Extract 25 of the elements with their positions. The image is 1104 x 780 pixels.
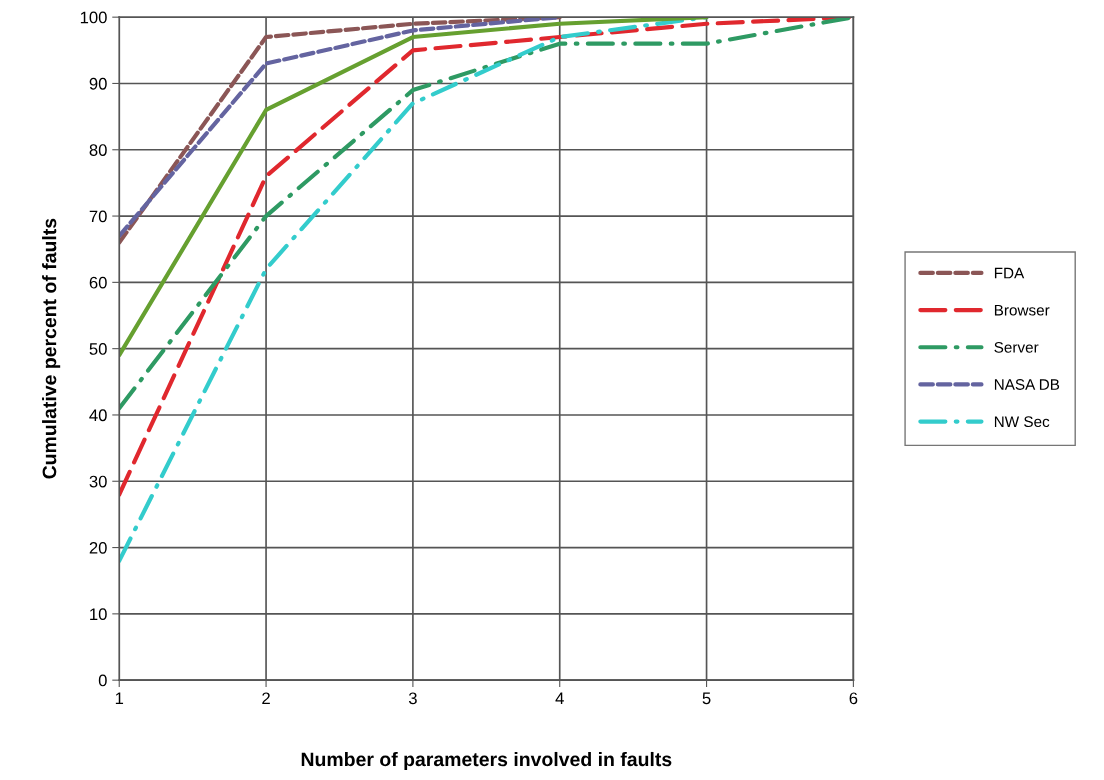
- x-tick-label: 5: [702, 692, 711, 705]
- legend-label: FDA: [994, 267, 1025, 279]
- legend-label: Server: [994, 341, 1039, 353]
- x-axis-title: Number of parameters involved in faults: [301, 751, 672, 771]
- x-tick-label: 4: [555, 692, 564, 705]
- y-tick-label: 90: [89, 77, 107, 90]
- y-axis-title: Cumulative percent of faults: [42, 218, 61, 479]
- y-tick-label: 60: [89, 276, 107, 289]
- y-tick-label: 20: [89, 541, 107, 554]
- y-tick-label: 70: [89, 210, 107, 223]
- y-tick-label: 80: [89, 144, 107, 156]
- y-tick-label: 10: [90, 608, 107, 621]
- x-tick-label: 3: [408, 692, 417, 705]
- x-tick-label: 6: [849, 692, 858, 705]
- y-tick-label: 100: [80, 11, 107, 24]
- legend-label: Browser: [994, 304, 1050, 316]
- y-tick-label: 30: [89, 475, 107, 488]
- legend-label: NW Sec: [994, 416, 1050, 428]
- x-tick-label: 2: [262, 692, 270, 705]
- x-tick-label: 1: [115, 692, 124, 705]
- y-tick-label: 40: [89, 409, 107, 422]
- y-tick-label: 0: [98, 674, 107, 687]
- line-series: [119, 17, 709, 358]
- legend-label: NASA DB: [994, 379, 1060, 390]
- y-tick-label: 50: [89, 343, 107, 355]
